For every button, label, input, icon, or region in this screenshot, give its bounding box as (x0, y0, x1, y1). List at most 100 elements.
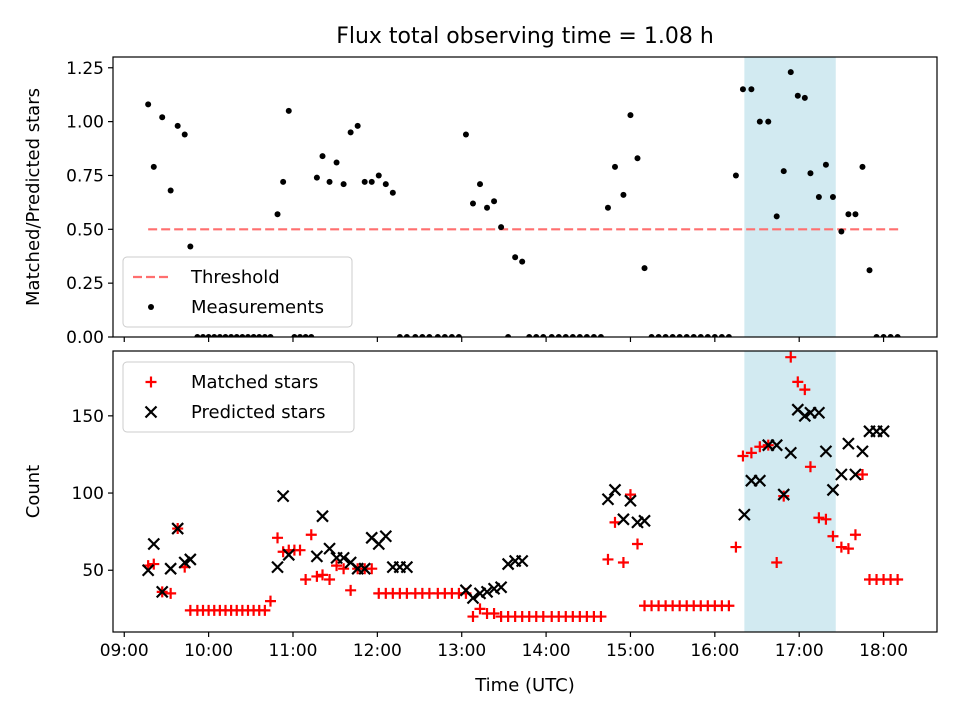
x-tick-label: 13:00 (437, 641, 486, 661)
measurement-point (491, 198, 498, 205)
predicted-star-point (819, 445, 833, 458)
predicted-star-point (466, 591, 480, 605)
measurement-point (794, 92, 801, 99)
measurement-point (773, 213, 780, 220)
measurement-point (159, 114, 166, 121)
y-tick-label: 1.25 (66, 59, 104, 79)
data-layer (141, 351, 904, 623)
legend-measurement-marker (148, 304, 154, 310)
measurement-point (382, 181, 389, 188)
measurement-point (739, 86, 746, 93)
matched-star-point (730, 541, 742, 553)
measurement-point (267, 334, 274, 337)
legend-label: Measurements (191, 297, 324, 318)
measurement-point (469, 200, 476, 207)
measurement-point (548, 334, 555, 337)
measurement-point (611, 163, 618, 170)
predicted-star-point (753, 474, 767, 487)
measurement-point (340, 181, 347, 188)
matched-star-point (294, 544, 306, 556)
measurement-point (887, 334, 894, 337)
predicted-star-point (515, 554, 529, 568)
matched-star-point (609, 516, 621, 528)
matched-star-point (617, 557, 629, 569)
measurement-point (815, 194, 822, 200)
predicted-star-point (842, 437, 855, 450)
measurement-point (540, 334, 547, 337)
predicted-star-point (849, 468, 862, 481)
x-tick-label: 14:00 (522, 641, 571, 661)
measurement-point (375, 172, 382, 179)
predicted-star-point (812, 406, 826, 420)
measurement-point (347, 129, 354, 136)
matched-star-point (474, 603, 486, 615)
measurement-point (555, 334, 562, 337)
y-tick-label: 0.25 (66, 274, 104, 294)
predicted-star-point (608, 483, 622, 497)
measurement-point (274, 211, 281, 218)
highlight-span (744, 351, 836, 632)
measurement-point (526, 334, 533, 337)
measurement-point (590, 334, 597, 337)
predicted-star-point (601, 492, 615, 506)
measurement-point (239, 334, 246, 337)
measurement-point (512, 254, 519, 261)
measurement-point (412, 334, 419, 337)
predicted-star-point (147, 537, 161, 551)
measurement-point (807, 170, 814, 177)
measurement-point (313, 174, 320, 181)
predicted-star-point (316, 509, 329, 523)
measurement-point (448, 334, 455, 337)
matched-star-point (820, 513, 832, 525)
measurement-point (655, 334, 662, 337)
x-tick-label: 15:00 (606, 641, 655, 661)
measurement-point (222, 334, 229, 337)
matched-star-point (324, 574, 336, 586)
measurement-point (194, 334, 201, 337)
y-tick-label: 100 (72, 484, 104, 504)
measurement-point (319, 153, 326, 160)
measurement-point (620, 191, 627, 198)
predicted-star-point (337, 551, 350, 565)
predicted-star-point (276, 489, 290, 503)
measurement-point (280, 178, 287, 185)
measurement-point (533, 334, 540, 337)
matched-star-point (311, 570, 323, 582)
matched-star-point (813, 512, 825, 524)
measurement-point (801, 94, 808, 101)
measurement-point (662, 334, 669, 337)
measurement-point (205, 334, 212, 337)
measurement-point (641, 265, 648, 272)
measurement-point (434, 334, 441, 337)
x-tick-label: 16:00 (690, 641, 739, 661)
measurement-point (829, 194, 836, 200)
measurement-point (519, 258, 526, 265)
measurement-point (261, 334, 268, 337)
measurement-point (669, 334, 676, 337)
measurement-point (711, 334, 718, 337)
x-axis-label: Time (UTC) (474, 675, 575, 696)
predicted-star-point (777, 488, 791, 501)
matched-star-point (842, 543, 854, 555)
matched-star-point (331, 560, 343, 572)
predicted-star-point (271, 560, 284, 574)
matched-star-point (345, 584, 357, 596)
x-tick-label: 12:00 (353, 641, 402, 661)
measurement-point (308, 334, 315, 337)
measurement-point (732, 172, 739, 179)
predicted-star-point (835, 468, 848, 481)
y-tick-label: 0.75 (66, 166, 104, 186)
measurement-point (455, 334, 462, 337)
predicted-star-point (856, 445, 869, 458)
measurement-point (302, 334, 309, 337)
legend-label: Predicted stars (191, 402, 325, 423)
measurement-point (697, 334, 704, 337)
y-tick-label: 50 (82, 561, 104, 581)
measurement-point (419, 334, 426, 337)
measurement-point (852, 211, 859, 218)
predicted-star-point (282, 548, 296, 562)
measurement-point (167, 187, 174, 194)
measurement-point (780, 168, 787, 175)
predicted-star-point (877, 425, 890, 438)
matched-star-point (366, 563, 378, 575)
